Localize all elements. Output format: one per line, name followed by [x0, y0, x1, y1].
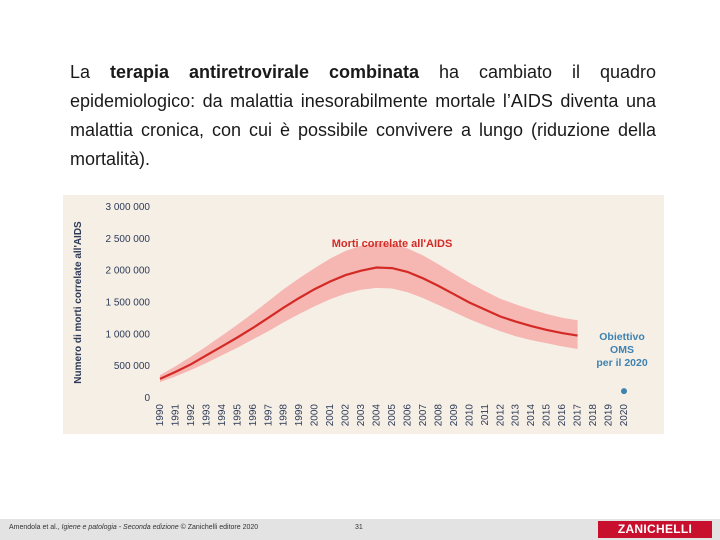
aids-deaths-chart: Numero di morti correlate all'AIDS 0 500 0…	[73, 202, 648, 427]
x-tick-label: 2015	[542, 404, 553, 427]
x-tick-label: 2007	[418, 404, 429, 427]
x-tick-label: 1999	[294, 404, 305, 427]
footer: Amendola et al., Igiene e patologia - Se…	[0, 519, 720, 540]
y-tick-label: 2 500 000	[106, 234, 151, 245]
y-tick-label: 1 000 000	[106, 329, 151, 340]
deaths-line	[159, 266, 578, 380]
x-tick-label: 2010	[464, 404, 475, 427]
x-tick-label: 2018	[588, 404, 599, 427]
x-tick-label: 1993	[201, 404, 212, 427]
x-tick-label: 2019	[604, 404, 615, 427]
x-tick-label: 2002	[341, 404, 352, 427]
y-tick-label: 2 000 000	[106, 266, 151, 277]
page-number: 31	[355, 524, 363, 531]
x-tick-label: 2012	[495, 404, 506, 427]
x-tick-label: 2001	[325, 404, 336, 427]
x-tick-label: 1998	[279, 404, 290, 427]
publisher-logo: ZANICHELLI	[598, 521, 712, 538]
x-tick-label: 1992	[186, 404, 197, 427]
x-tick-label: 1997	[263, 404, 274, 427]
x-tick-label: 2000	[310, 404, 321, 427]
x-tick-label: 2005	[387, 404, 398, 427]
x-tick-label: 2009	[449, 404, 460, 427]
y-axis-title: Numero di morti correlate all'AIDS	[73, 221, 84, 384]
y-tick-label: 3 000 000	[106, 202, 151, 213]
target-label: Obiettivo	[599, 331, 645, 343]
x-tick-label: 1996	[248, 404, 259, 427]
text-bold: terapia antiretrovirale combinata	[110, 62, 420, 82]
x-tick-label: 1995	[232, 404, 243, 427]
x-tick-label: 2020	[619, 404, 630, 427]
target-label: OMS	[610, 344, 634, 356]
uncertainty-band	[160, 243, 578, 383]
credit-authors: Amendola et al.,	[9, 524, 62, 531]
chart-title: Morti correlate all'AIDS	[332, 238, 453, 250]
x-tick-label: 2006	[402, 404, 413, 427]
credit-title: Igiene e patologia - Seconda edizione	[61, 524, 179, 531]
y-tick-label: 0	[144, 393, 150, 404]
y-tick-label: 1 500 000	[106, 298, 151, 309]
x-tick-label: 1991	[170, 404, 181, 427]
y-tick-label: 500 000	[114, 361, 151, 372]
text-part1: La	[70, 62, 110, 82]
x-tick-label: 2011	[480, 404, 491, 426]
slide-text: La terapia antiretrovirale combinata ha …	[70, 58, 656, 174]
credit-rest: © Zanichelli editore 2020	[178, 524, 259, 531]
x-tick-label: 2014	[526, 404, 537, 427]
x-tick-label: 2004	[372, 404, 383, 427]
target-marker	[621, 388, 627, 395]
x-tick-label: 1994	[217, 404, 228, 427]
target-label: per il 2020	[596, 357, 648, 369]
text-part2: ha cambiato il quadro epidemiologico: da…	[70, 62, 656, 169]
x-tick-label: 2013	[511, 404, 522, 427]
x-tick-label: 2017	[573, 404, 584, 427]
x-tick-label: 2008	[433, 404, 444, 427]
x-tick-label: 1990	[155, 404, 166, 427]
x-tick-label: 2016	[557, 404, 568, 427]
x-tick-label: 2003	[356, 404, 367, 427]
chart-container: Numero di morti correlate all'AIDS 0 500 0…	[63, 195, 664, 434]
footer-credit: Amendola et al., Igiene e patologia - Se…	[9, 524, 258, 531]
